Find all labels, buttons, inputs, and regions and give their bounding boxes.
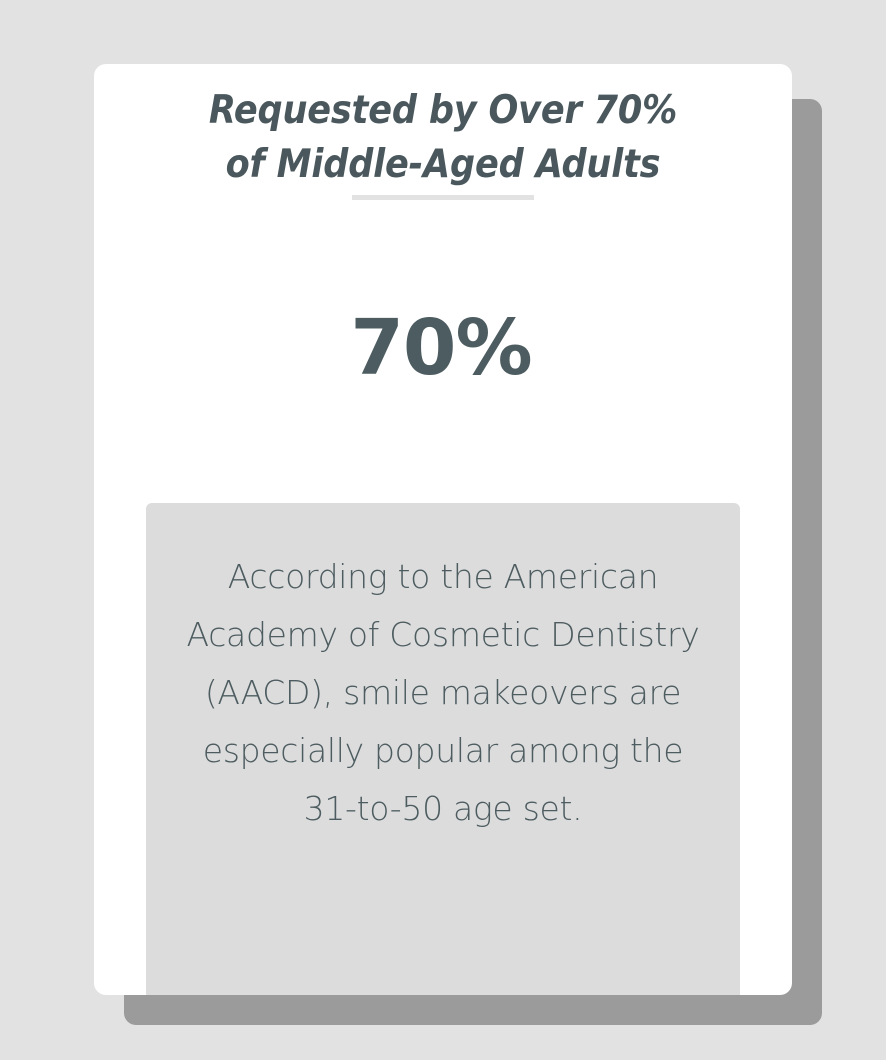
body-text: According to the American Academy of Cos… [186,557,700,828]
statistic-value: 70% [350,304,532,393]
card-content: Requested by Over 70% of Middle-Aged Adu… [94,64,792,995]
card-title-line-2: of Middle-Aged Adults [225,142,661,187]
card-title-line-1: Requested by Over 70% [208,88,678,133]
body-panel: According to the American Academy of Cos… [146,503,740,995]
card-title: Requested by Over 70% of Middle-Aged Adu… [129,84,757,192]
statistic-card: Requested by Over 70% of Middle-Aged Adu… [94,64,792,995]
title-divider [352,195,534,200]
